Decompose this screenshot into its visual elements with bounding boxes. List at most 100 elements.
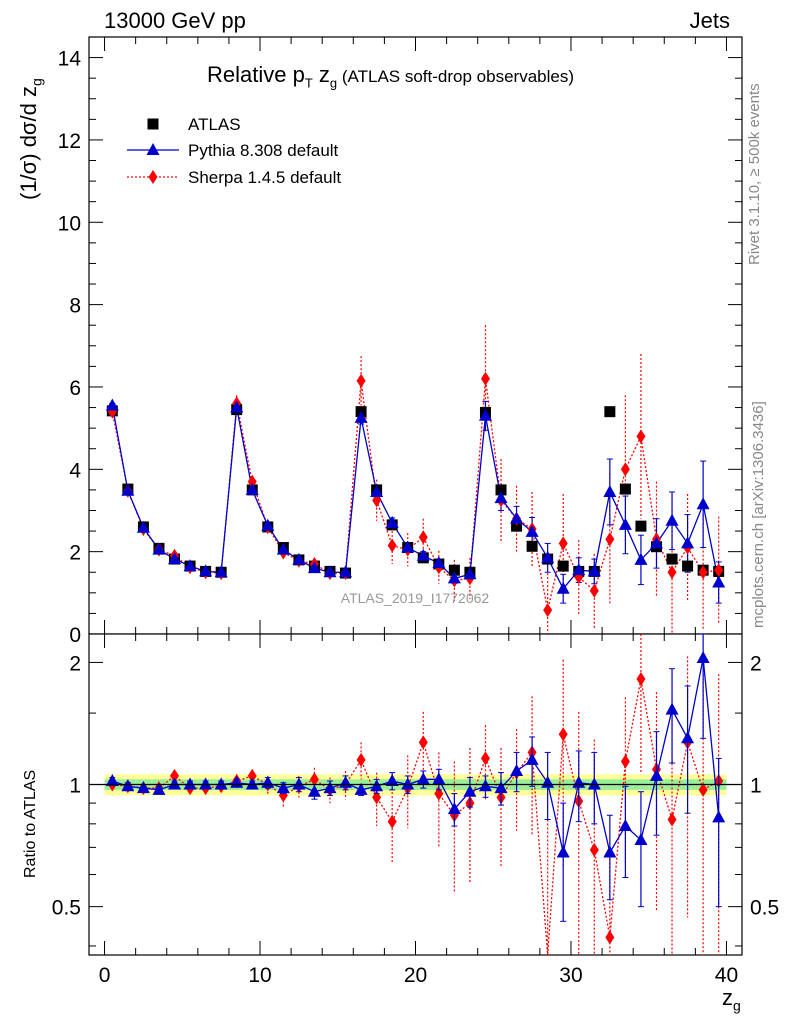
ratio-axis-ticks: 0 10 20 30 40 0.5 0.5 1 1 2 2 [52, 634, 779, 987]
sherpa-point [247, 474, 257, 489]
sherpa-ratio-point [667, 812, 677, 827]
sherpa-ratio-point [620, 754, 630, 769]
y-tick-label: 4 [69, 459, 81, 482]
sherpa-ratio-point [480, 751, 490, 766]
pythia-ratio-point [121, 779, 135, 792]
pythia-point [168, 552, 182, 565]
pythia-ratio-point [478, 779, 492, 792]
pythia-point [183, 559, 197, 572]
legend-label: ATLAS [188, 115, 241, 134]
pythia-ratio-point [525, 752, 539, 765]
sherpa-ratio-point [170, 768, 180, 783]
pythia-point [447, 571, 461, 584]
plot-title: Relative pT zg (ATLAS soft-drop observab… [207, 62, 574, 91]
pythia-ratio-point [136, 781, 150, 794]
pythia-ratio-point [323, 781, 337, 794]
pythia-ratio-point [556, 845, 570, 858]
sherpa-ratio-point [309, 772, 319, 787]
pythia-point [587, 564, 601, 577]
x-axis-label: zg [722, 985, 741, 1014]
sherpa-point [605, 532, 615, 547]
atlas-point [619, 483, 631, 495]
pythia-point [230, 400, 244, 413]
legend-sherpa-marker [148, 170, 158, 184]
atlas-point [495, 484, 507, 496]
pythia-point [572, 563, 586, 576]
pythia-ratio-point [307, 784, 321, 797]
pythia-point [696, 497, 710, 510]
mcplots-label: mcplots.cern.ch [arXiv:1306.3436] [750, 401, 767, 628]
pythia-ratio-point [168, 777, 182, 790]
pythia-point [292, 552, 306, 565]
sherpa-ratio-point [247, 768, 257, 783]
ratio-tick-label-right: 2 [750, 652, 762, 675]
pythia-ratio-point [634, 832, 648, 845]
sherpa-ratio-point [698, 782, 708, 797]
pythia-point [121, 483, 135, 496]
atlas-point [682, 560, 694, 572]
pythia-ratio-point [696, 651, 710, 664]
pythia-point [354, 410, 368, 423]
pythia-ratio-point [214, 777, 228, 790]
pythia-point [339, 565, 353, 578]
pythia-ratio-point [510, 763, 524, 776]
y-tick-label: 10 [58, 212, 81, 235]
pythia-point [541, 550, 555, 563]
pythia-ratio-point [105, 774, 119, 787]
pythia-ratio-point [618, 819, 632, 832]
sherpa-ratio-point [636, 672, 646, 687]
atlas-point [557, 560, 569, 572]
pythia-ratio-point [199, 777, 213, 790]
pythia-ratio-point [183, 777, 197, 790]
atlas-point [604, 406, 616, 418]
pythia-point [478, 408, 492, 421]
pythia-point [307, 561, 321, 574]
pythia-point [432, 556, 446, 569]
atlas-point [448, 564, 460, 576]
pythia-point [385, 515, 399, 528]
pythia-point [618, 517, 632, 530]
sherpa-point [418, 530, 428, 545]
pythia-ratio-point [665, 702, 679, 715]
pythia-point [603, 484, 617, 497]
sherpa-ratio-point [605, 930, 615, 945]
watermark: ATLAS_2019_I1772062 [341, 590, 490, 606]
pythia-point [463, 567, 477, 580]
ratio-tick-label: 0.5 [52, 897, 81, 920]
x-tick-label: 0 [99, 964, 111, 987]
process-label: Jets [689, 8, 730, 33]
pythia-ratio-point [587, 777, 601, 790]
pythia-point [323, 565, 337, 578]
pythia-ratio-point [370, 779, 384, 792]
pythia-ratio-point [603, 845, 617, 858]
y-tick-label: 12 [58, 130, 81, 153]
pythia-ratio-point [649, 768, 663, 781]
pythia-point [510, 511, 524, 524]
pythia-point [401, 540, 415, 553]
pythia-point [712, 575, 726, 588]
pythia-point [214, 565, 228, 578]
y-tick-label: 6 [69, 377, 81, 400]
sherpa-point [698, 565, 708, 580]
main-data [105, 325, 726, 634]
main-panel: 0 2 4 6 8 10 12 14 [58, 36, 743, 647]
ratio-tick-label-right: 1 [750, 775, 762, 798]
pythia-ratio-point [416, 772, 430, 785]
sherpa-point [589, 583, 599, 598]
sherpa-point [543, 603, 553, 618]
sherpa-point [714, 563, 724, 578]
pythia-ratio-point [385, 774, 399, 787]
sherpa-ratio-point [387, 814, 397, 829]
pythia-ratio-point [432, 772, 446, 785]
y-tick-label: 2 [69, 542, 81, 565]
rivet-version-label: Rivet 3.1.10, ≥ 500k events [746, 83, 763, 265]
pythia-point [494, 491, 508, 504]
pythia-point [525, 524, 539, 537]
pythia-point [152, 542, 166, 555]
sherpa-point [667, 565, 677, 580]
pythia-point [370, 484, 384, 497]
pythia-point [136, 520, 150, 533]
legend-label: Sherpa 1.4.5 default [188, 168, 341, 187]
pythia-point [556, 581, 570, 594]
